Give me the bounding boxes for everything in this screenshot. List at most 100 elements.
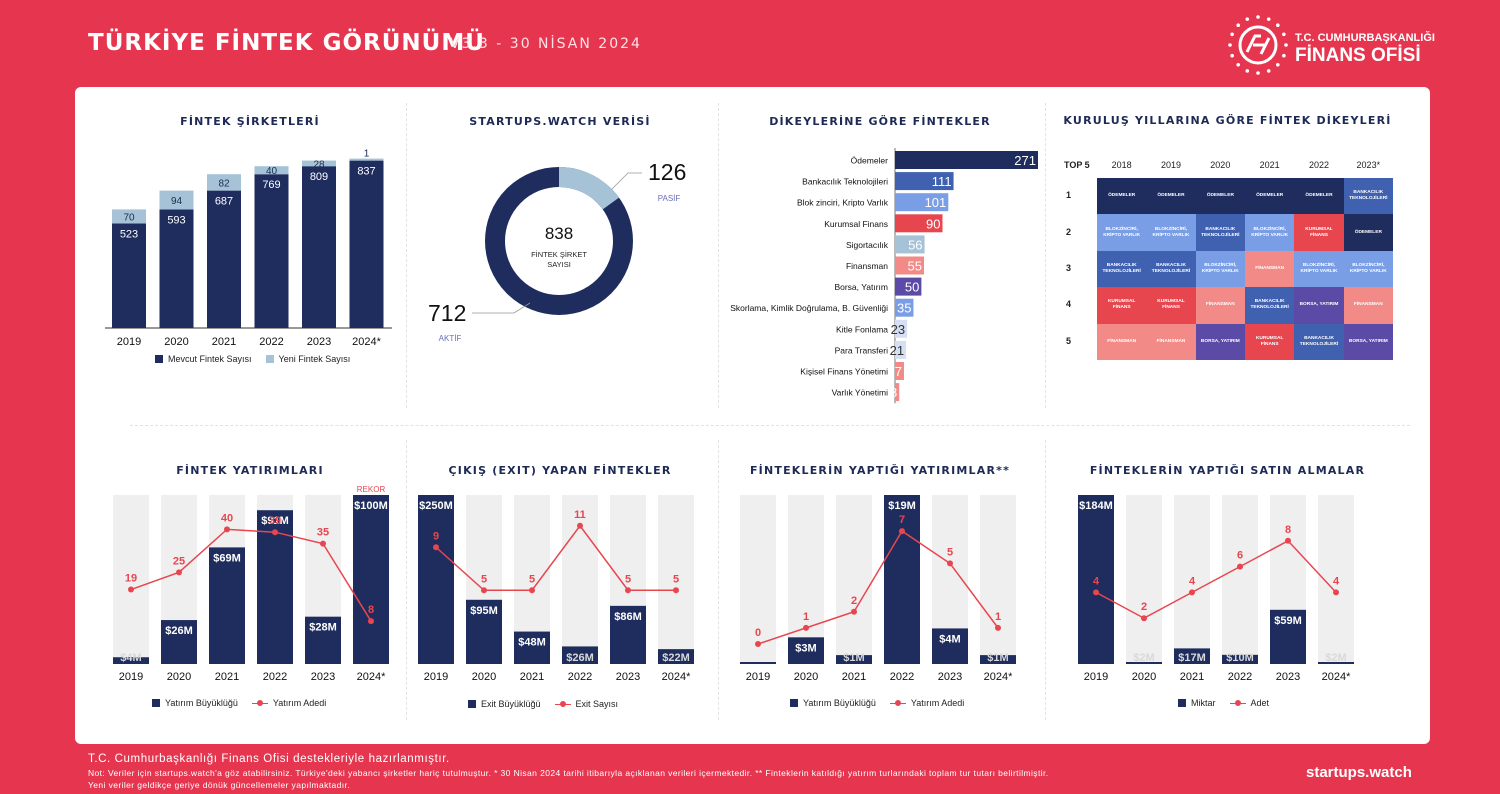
logo-star-icon: [1256, 71, 1260, 75]
rekor-annotation: REKOR: [357, 485, 386, 494]
x-tick-label: 2020: [1132, 671, 1156, 683]
heat-column-label: 2022: [1308, 160, 1329, 170]
hbar: [895, 235, 925, 254]
logo-star-icon: [1245, 69, 1250, 73]
x-tick-label: 2024*: [1322, 671, 1351, 683]
value-bar: [836, 655, 872, 664]
legend-miktar: Miktar: [1191, 698, 1216, 708]
bg-bar: [788, 495, 824, 664]
category-label: Borsa, Yatırım: [834, 282, 888, 292]
heat-cell: BLOKZİNCİRİ, KRİPTO VARLIK: [1244, 214, 1295, 251]
count-label: 4: [1093, 575, 1100, 587]
value-bar: [353, 495, 389, 664]
count-point: [1141, 615, 1147, 622]
heat-cell: FİNANSMAN: [1244, 250, 1295, 288]
value-bar: [980, 655, 1016, 664]
heat-cell: BORSA, YATIRIM: [1343, 323, 1393, 360]
heat-column-label: 2018: [1111, 160, 1132, 170]
callout-line: [472, 302, 531, 314]
x-tick-label: 2020: [472, 671, 496, 683]
startups-watch-brand[interactable]: startups.watch: [1306, 764, 1412, 781]
bar-value-label: $2M: [1325, 652, 1346, 664]
x-tick-label: 2022: [1228, 671, 1252, 683]
count-point: [673, 587, 679, 594]
heat-corner: TOP 5: [1064, 160, 1090, 170]
heat-cell: KURUMSAL FİNANS: [1097, 287, 1147, 324]
count-label: 39: [269, 515, 281, 527]
count-point: [625, 587, 631, 594]
count-point: [899, 528, 905, 535]
value-label: 271: [1014, 153, 1036, 168]
bar-yeni: [302, 160, 336, 167]
logo-line1: T.C. CUMHURBAŞKANLIĞI: [1295, 32, 1435, 44]
hbar: [895, 277, 922, 296]
heat-column-label: 2019: [1160, 160, 1181, 170]
value-bar: [514, 631, 550, 664]
value-bar: [1270, 609, 1306, 664]
count-point: [320, 540, 326, 547]
value-bar: [1318, 662, 1354, 664]
count-point: [1237, 563, 1243, 570]
heat-cell: FİNANSMAN: [1343, 287, 1393, 324]
legend-swatch: [1178, 699, 1186, 707]
x-tick-label: 2023: [307, 336, 331, 348]
count-line: [757, 530, 999, 645]
bar-mevcut-label: 837: [357, 166, 375, 178]
bar-mevcut-label: 593: [167, 214, 185, 226]
heat-cell: ÖDEMELER: [1343, 214, 1393, 251]
x-tick-label: 2019: [117, 336, 141, 348]
count-label: 8: [1285, 524, 1291, 536]
count-point: [481, 587, 487, 594]
category-label: Bankacılık Teknolojileri: [802, 177, 888, 187]
x-tick-label: 2019: [424, 671, 448, 683]
heat-column-label: 2021: [1259, 160, 1280, 170]
bar-value-label: $1M: [987, 652, 1008, 664]
count-label: 2: [1141, 601, 1147, 613]
category-label: Para Transferi: [835, 345, 888, 355]
count-label: 1: [803, 611, 809, 623]
finans-ofisi-logo: T.C. CUMHURBAŞKANLIĞI FİNANS OFİSİ: [1225, 12, 1435, 82]
heat-cell: ÖDEMELER: [1146, 178, 1196, 215]
hbar: [895, 151, 1038, 169]
logo-star-icon: [1266, 69, 1271, 73]
category-label: Kitle Fonlama: [836, 324, 888, 334]
x-tick-label: 2019: [746, 671, 770, 683]
logo-star-icon: [1236, 62, 1241, 67]
bar-yeni-label: 70: [123, 212, 135, 223]
bar-value-label: $22M: [662, 652, 690, 664]
category-label: Ödemeler: [851, 156, 888, 166]
count-point: [224, 526, 230, 533]
bar-value-label: $4M: [120, 652, 141, 664]
value-label: 21: [890, 343, 904, 358]
bar-value-label: $86M: [614, 611, 642, 623]
count-line: [130, 528, 372, 622]
bar-value-label: $91M: [261, 515, 289, 527]
value-label: 55: [908, 259, 922, 274]
category-label: Kişisel Finans Yönetimi: [800, 367, 888, 377]
value-label: 90: [926, 216, 940, 231]
category-label: Finansman: [846, 261, 888, 271]
heat-row-label: 1: [1066, 190, 1072, 201]
heat-cell: KURUMSAL FİNANS: [1244, 323, 1295, 360]
legend-satin-almalar: Miktar Adet: [1178, 698, 1269, 708]
title-yatirimlar: FİNTEK YATIRIMLARI: [176, 464, 324, 477]
heat-cell: BLOKZİNCİRİ, KRİPTO VARLIK: [1294, 250, 1344, 288]
count-point: [1093, 589, 1099, 596]
title-kurulus: KURULUŞ YILLARINA GÖRE FİNTEK DİKEYLERİ: [1063, 114, 1392, 127]
bar-value-label: $3M: [795, 642, 816, 654]
count-point: [755, 641, 761, 647]
bar-value-label: $10M: [1226, 652, 1254, 664]
count-label: 9: [433, 530, 439, 542]
bar-value-label: $28M: [309, 622, 337, 634]
hbar: [895, 214, 943, 233]
x-tick-label: 2019: [1084, 671, 1108, 683]
legend-exit: Exit Büyüklüğü Exit Sayısı: [468, 699, 618, 709]
yatirimlar-chart: $4M 2019 $26M 2020 $69M 2021 $91M 2022 $28M 2023 $…: [113, 485, 389, 683]
kurulus-heatmap: ÖDEMELER ÖDEMELER ÖDEMELER ÖDEMELER ÖDEMELER…: [1097, 178, 1393, 360]
hbar: [895, 193, 949, 212]
heat-cell: BORSA, YATIRIM: [1195, 323, 1245, 360]
value-label: 23: [891, 322, 905, 337]
bar-mevcut-label: 687: [215, 196, 233, 208]
center-label-1: FİNTEK ŞİRKET: [531, 250, 587, 259]
heat-cell: BANKACILIK TEKNOLOJİLERİ: [1244, 287, 1295, 324]
